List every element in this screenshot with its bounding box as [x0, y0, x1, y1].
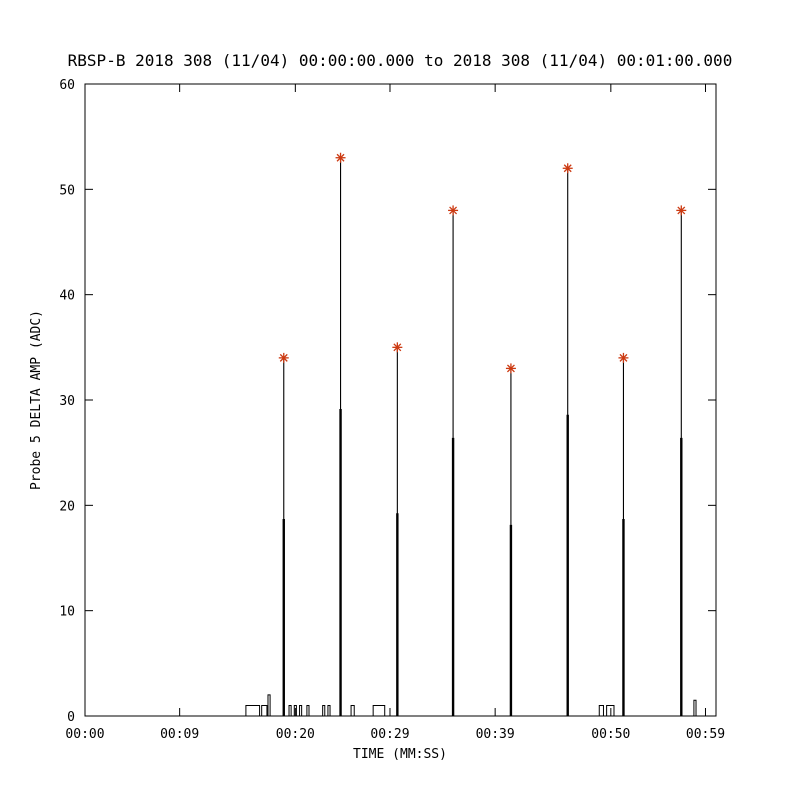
asterisk-marker: [505, 363, 516, 374]
asterisk-marker: [618, 352, 629, 363]
x-tick-label: 00:59: [686, 727, 725, 742]
y-tick-label: 20: [59, 499, 75, 514]
x-tick-label: 00:50: [591, 727, 630, 742]
asterisk-marker: [562, 163, 573, 174]
asterisk-marker: [676, 205, 687, 216]
y-tick-label: 50: [59, 183, 75, 198]
asterisk-marker: [278, 352, 289, 363]
x-tick-label: 00:00: [65, 727, 104, 742]
spike-series: [282, 157, 683, 716]
peak-markers: [278, 152, 687, 374]
x-axis-title: TIME (MM:SS): [353, 747, 447, 762]
asterisk-marker: [335, 152, 346, 163]
y-tick-label: 10: [59, 605, 75, 620]
x-tick-label: 00:20: [276, 727, 315, 742]
tick-labels: 00:00 00:09 00:20 00:29 00:39 00:50 00:59 0 10 20…: [59, 78, 725, 742]
y-tick-label: 60: [59, 78, 75, 93]
x-tick-label: 00:09: [160, 727, 199, 742]
axes: [84, 83, 717, 717]
baseline-trace: [85, 694, 716, 717]
x-tick-label: 00:29: [370, 727, 409, 742]
y-tick-label: 40: [59, 289, 75, 304]
y-axis-title: Probe 5 DELTA AMP (ADC): [29, 310, 44, 490]
y-tick-label: 30: [59, 394, 75, 409]
asterisk-marker: [392, 342, 403, 353]
y-tick-label: 0: [67, 710, 75, 725]
chart-title: RBSP-B 2018 308 (11/04) 00:00:00.000 to …: [68, 51, 733, 70]
x-tick-label: 00:39: [476, 727, 515, 742]
baseline-path: [85, 694, 716, 717]
asterisk-marker: [448, 205, 459, 216]
